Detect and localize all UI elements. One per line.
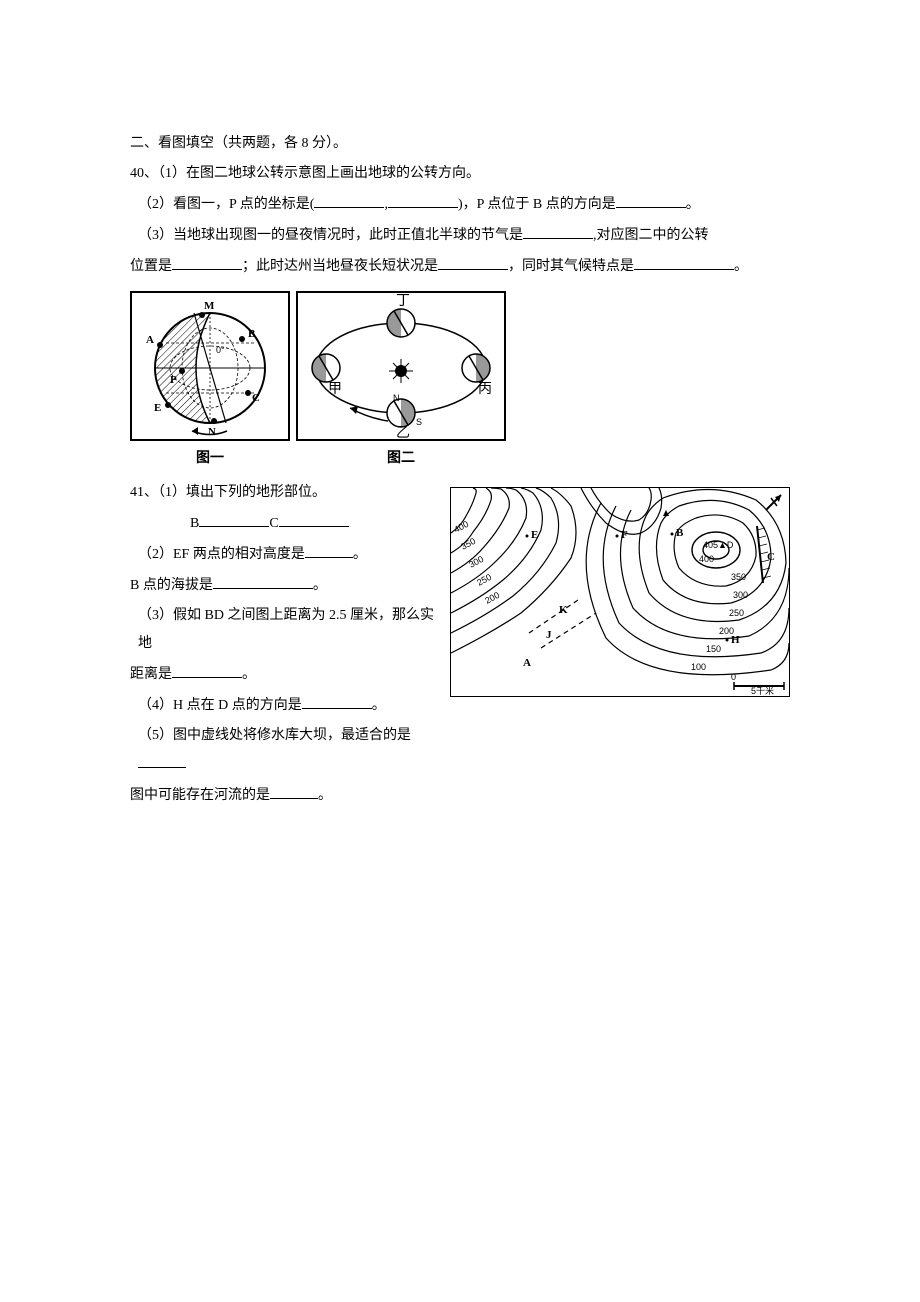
q41-p4: （4）H 点在 D 点的方向是。 (130, 691, 440, 720)
map-C: C (767, 551, 775, 563)
q40-p1: 40、（1）在图二地球公转示意图上画出地球的公转方向。 (130, 160, 790, 188)
label-E: E (154, 402, 161, 414)
blank[interactable] (138, 750, 186, 768)
blank[interactable] (305, 540, 353, 558)
peak-405: 405▲D (703, 540, 734, 550)
contour-400: 400 (452, 519, 470, 535)
label-N: N (208, 426, 216, 438)
blank[interactable] (172, 252, 242, 270)
blank[interactable] (388, 190, 458, 208)
figure-1-globe: M A B P C E N 0° (130, 291, 290, 441)
q41-p5-line2: 图中可能存在河流的是。 (130, 781, 440, 810)
section-title: 二、看图填空（共两题，各 8 分）。 (130, 130, 790, 158)
figures-row: M A B P C E N 0° (130, 291, 790, 441)
scale-0: 0 (731, 672, 736, 682)
peak-150: 150 (706, 644, 721, 654)
label-N2: N (393, 393, 400, 403)
blank[interactable] (438, 252, 508, 270)
q40-p3-line1: （3）当地球出现图一的昼夜情况时，此时正值北半球的节气是,对应图二中的公转 (130, 221, 790, 250)
earth-jia (312, 354, 340, 382)
blank[interactable] (279, 509, 349, 527)
map-E: E (531, 529, 538, 541)
blank[interactable] (270, 781, 318, 799)
map-H: H (731, 634, 740, 646)
figure-labels-row: 图一 图二 (130, 445, 790, 473)
q41-p5-line1: （5）图中虚线处将修水库大坝，最适合的是 (130, 722, 440, 779)
fig2-caption: 图二 (296, 445, 506, 473)
blank[interactable] (634, 252, 734, 270)
q40-p2: （2）看图一，P 点的坐标是(,)，P 点位于 B 点的方向是。 (130, 190, 790, 219)
label-B: B (248, 328, 256, 340)
figure-2-orbit: 丁 甲 丙 乙 N S (296, 291, 506, 441)
q41-p2b: B 点的海拔是。 (130, 571, 440, 600)
label-S2: S (416, 417, 422, 427)
peak-400: 400 (699, 554, 714, 564)
earth-yi (387, 399, 415, 427)
map-J: J (546, 629, 552, 641)
peak-250: 250 (729, 608, 744, 618)
blank[interactable] (213, 571, 313, 589)
map-K: K (559, 604, 568, 616)
earth-bing (462, 354, 490, 382)
q41-p3-line1: （3）假如 BD 之间图上距离为 2.5 厘米，那么实地 (130, 602, 440, 658)
q40-num: 40、 (130, 166, 158, 181)
fig1-caption: 图一 (130, 445, 290, 473)
label-P: P (170, 374, 177, 386)
blank[interactable] (314, 190, 384, 208)
contour-map: 400 350 300 250 200 405▲D 400 350 300 25… (450, 487, 790, 697)
contour-300: 300 (467, 554, 485, 570)
contour-250: 250 (475, 572, 493, 588)
q41-p1-blanks: BC (130, 509, 440, 538)
earth-ding (387, 309, 415, 337)
q41-p1: 41、（1）填出下列的地形部位。 (130, 479, 440, 507)
q40-p3-line2: 位置是；此时达州当地昼夜长短状况是，同时其气候特点是。 (130, 252, 790, 281)
blank[interactable] (172, 660, 242, 678)
q41-p3-line2: 距离是。 (130, 660, 440, 689)
blank[interactable] (199, 509, 269, 527)
label-C: C (252, 392, 260, 404)
map-F: F (621, 529, 628, 541)
label-A: A (146, 334, 154, 346)
peak-100: 100 (691, 662, 706, 672)
blank[interactable] (302, 691, 372, 709)
label-0deg: 0° (216, 345, 225, 355)
label-bing: 丙 (478, 382, 492, 397)
scale-5: 5千米 (751, 685, 774, 696)
map-A: A (523, 657, 531, 669)
label-yi: 乙 (396, 425, 410, 439)
q41-p2: （2）EF 两点的相对高度是。 (130, 540, 440, 569)
peak-350: 350 (731, 572, 746, 582)
q41-num: 41、 (130, 485, 158, 500)
contour-350: 350 (459, 536, 477, 552)
peak-300: 300 (733, 590, 748, 600)
label-jia: 甲 (328, 382, 342, 397)
label-ding: 丁 (396, 294, 410, 309)
blank[interactable] (616, 190, 686, 208)
blank[interactable] (523, 221, 593, 239)
map-B: B (676, 527, 684, 539)
label-M: M (204, 300, 215, 312)
